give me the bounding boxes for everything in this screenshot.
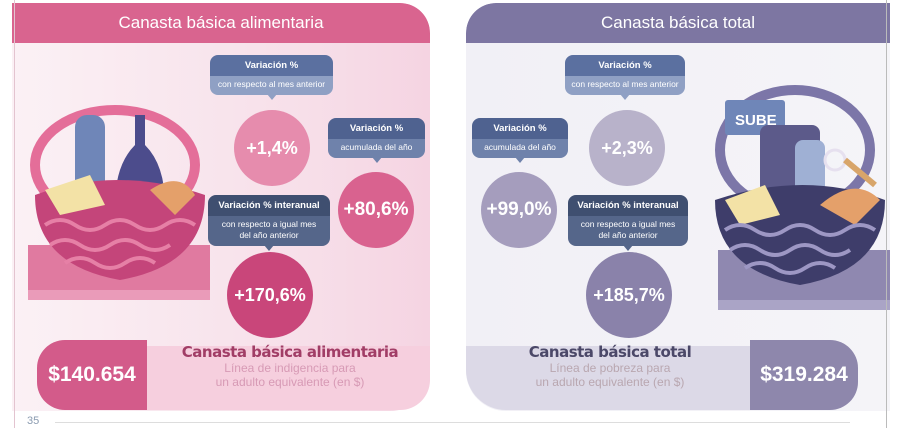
label-subtitle: acumulada del año	[328, 139, 425, 158]
label-title: Variación % interanual	[568, 195, 688, 216]
right-border	[886, 0, 887, 428]
accumulated-variation-label: Variación % acumulada del año	[472, 118, 568, 163]
yearly-variation-value: +170,6%	[227, 252, 313, 338]
summary-title: Canasta básica alimentaria	[181, 343, 399, 361]
left-border	[14, 0, 15, 428]
monthly-variation-value: +2,3%	[589, 110, 665, 186]
label-title: Variación %	[472, 118, 568, 139]
yearly-variation-value: +185,7%	[586, 252, 672, 338]
monthly-variation-label: Variación % con respecto al mes anterior	[565, 55, 685, 100]
label-subtitle: con respecto a igual mes del año anterio…	[208, 216, 330, 246]
label-subtitle: con respecto al mes anterior	[210, 76, 333, 95]
accumulated-variation-label: Variación % acumulada del año	[328, 118, 425, 163]
page-number: 35	[27, 415, 40, 427]
yearly-variation-label: Variación % interanual con respecto a ig…	[208, 195, 330, 251]
total-basket-illustration: SUBE	[715, 85, 890, 310]
price-value: $140.654	[37, 340, 147, 410]
summary-band	[145, 346, 430, 410]
label-title: Variación %	[565, 55, 685, 76]
label-title: Variación % interanual	[208, 195, 330, 216]
monthly-variation-label: Variación % con respecto al mes anterior	[210, 55, 333, 100]
accumulated-variation-value: +99,0%	[481, 172, 557, 248]
label-title: Variación %	[328, 118, 425, 139]
panel-title: Canasta básica alimentaria	[12, 3, 430, 43]
summary-line: un adulto equivalente (en $)	[535, 375, 685, 389]
accumulated-variation-value: +80,6%	[338, 172, 414, 248]
yearly-variation-label: Variación % interanual con respecto a ig…	[568, 195, 688, 251]
summary-text: Canasta básica alimentaria Línea de indi…	[150, 343, 430, 389]
footer-rule	[55, 422, 850, 423]
summary-line: Línea de indigencia para	[224, 361, 356, 375]
price-value: $319.284	[750, 340, 858, 410]
monthly-variation-value: +1,4%	[234, 110, 310, 186]
summary-band	[466, 346, 756, 410]
food-basket-illustration	[28, 105, 210, 300]
panel-title: Canasta básica total	[466, 3, 890, 43]
summary-line: un adulto equivalente (en $)	[215, 375, 365, 389]
summary-text: Canasta básica total Línea de pobreza pa…	[490, 343, 730, 389]
label-subtitle: con respecto a igual mes del año anterio…	[568, 216, 688, 246]
sube-card-label: SUBE	[735, 112, 777, 129]
summary-title: Canasta básica total	[528, 343, 692, 361]
label-subtitle: acumulada del año	[472, 139, 568, 158]
label-title: Variación %	[210, 55, 333, 76]
label-subtitle: con respecto al mes anterior	[565, 76, 685, 95]
summary-line: Línea de pobreza para	[549, 361, 671, 375]
